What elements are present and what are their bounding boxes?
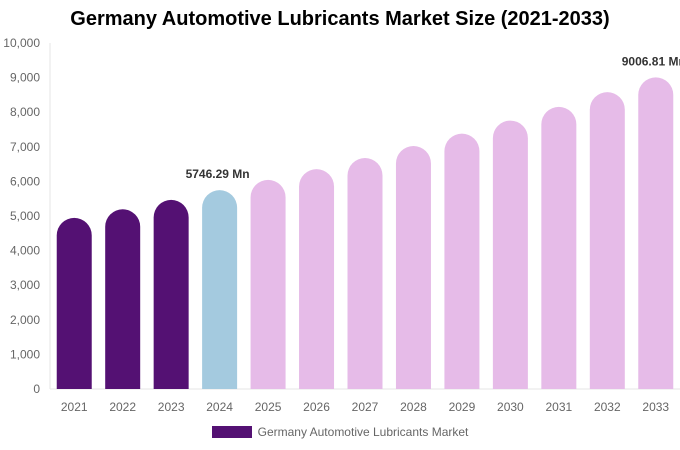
bar-2032 [589,92,625,389]
y-tick-label: 7,000 [10,140,40,154]
x-tick-label: 2025 [255,400,282,414]
bar-2022 [105,209,141,389]
bar-2033 [638,77,674,389]
bar-2026 [299,169,335,389]
x-tick-label: 2031 [545,400,572,414]
legend-label: Germany Automotive Lubricants Market [257,425,469,439]
data-label: 9006.81 Mn [622,54,680,68]
bar-2029 [444,133,480,389]
x-tick-label: 2027 [352,400,379,414]
y-tick-label: 3,000 [10,278,40,292]
y-tick-label: 9,000 [10,71,40,85]
x-tick-label: 2028 [400,400,427,414]
x-tick-label: 2022 [109,400,136,414]
bar-2021 [56,217,92,389]
x-tick-label: 2023 [158,400,185,414]
bar-2030 [492,120,528,389]
x-tick-label: 2033 [642,400,669,414]
y-tick-label: 2,000 [10,313,40,327]
x-tick-label: 2021 [61,400,88,414]
chart-title: Germany Automotive Lubricants Market Siz… [70,8,610,30]
legend-swatch [211,426,252,438]
y-tick-label: 1,000 [10,347,40,361]
x-tick-label: 2024 [206,400,233,414]
y-tick-label: 0 [33,382,40,396]
bar-2025 [250,179,286,389]
bar-2023 [153,199,189,389]
y-tick-label: 5,000 [10,209,40,223]
y-tick-label: 4,000 [10,244,40,258]
legend: Germany Automotive Lubricants Market [0,425,680,439]
x-tick-label: 2032 [594,400,621,414]
bar-2028 [395,146,431,389]
y-tick-label: 8,000 [10,105,40,119]
x-tick-label: 2030 [497,400,524,414]
y-tick-label: 10,000 [3,36,40,50]
x-tick-label: 2026 [303,400,330,414]
y-tick-label: 6,000 [10,174,40,188]
data-label: 5746.29 Mn [186,167,250,181]
bar-2031 [541,106,577,390]
bar-2024 [202,190,238,389]
bar-2027 [347,158,383,389]
x-tick-label: 2029 [449,400,476,414]
